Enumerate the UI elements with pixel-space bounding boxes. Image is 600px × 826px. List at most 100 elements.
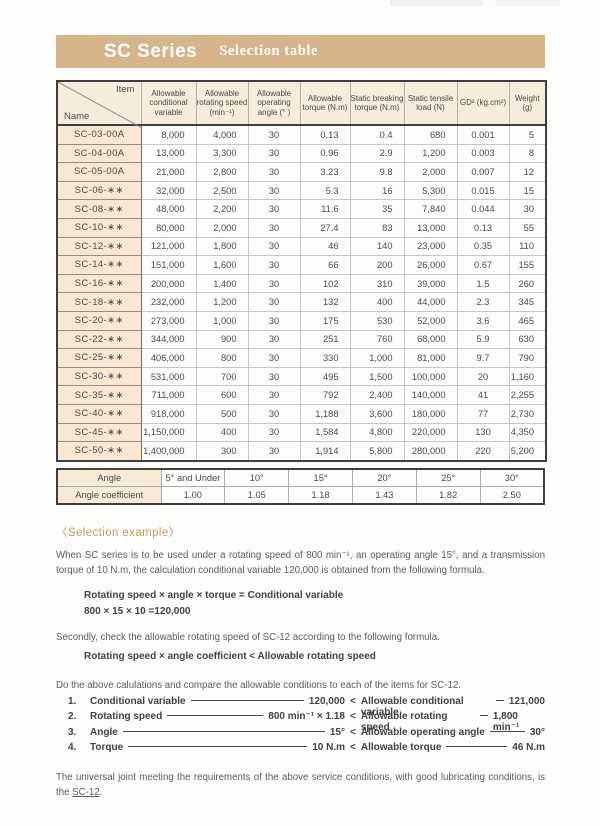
value-cell: 30	[508, 199, 547, 219]
comparison-left-value: 10 N.m	[312, 742, 345, 754]
value-cell: 530	[349, 310, 405, 331]
value-cell: 77	[456, 403, 510, 424]
value-cell: 140	[349, 236, 405, 257]
value-cell: 5.3	[299, 180, 351, 201]
value-cell: 55	[508, 217, 547, 238]
formula-block-2: Rotating speed × angle coefficient < All…	[84, 650, 376, 662]
value-cell: 66	[299, 255, 351, 275]
dash-leader	[122, 730, 325, 732]
value-cell: 9.7	[456, 348, 510, 368]
table-row: SC-22-∗∗ 344,000 900 30 251 760 68,000 5.9 630	[56, 329, 547, 350]
value-cell: 792	[299, 385, 351, 405]
value-cell: 20	[456, 366, 510, 387]
angle-cell: 30°	[479, 468, 545, 487]
comparison-operator: <	[350, 695, 356, 707]
angle-row: Angle 5° and Under 10° 15° 20° 25° 30°	[56, 468, 545, 487]
model-name-cell: SC-50-∗∗	[56, 441, 142, 462]
value-cell: 27.4	[299, 217, 351, 238]
value-cell: 220	[456, 441, 510, 462]
value-cell: 1,000	[349, 348, 405, 368]
value-cell: 46	[299, 236, 351, 257]
conclusion-text-after: .	[99, 786, 103, 798]
value-cell: 30	[247, 180, 301, 201]
comparison-left: Torque 10 N.m	[90, 742, 345, 753]
table-row: SC-10-∗∗ 80,000 2,000 30 27.4 83 13,000 0.13 55	[56, 217, 547, 238]
section-subtitle: Selection table	[219, 43, 319, 59]
value-cell: 220,000	[403, 422, 458, 443]
coefficient-row-label: Angle coefficient	[56, 485, 162, 505]
dash-leader	[489, 730, 525, 732]
comparison-number: 1.	[68, 695, 77, 707]
value-cell: 2,255	[508, 385, 547, 405]
value-cell: 30	[247, 255, 301, 275]
table-row: SC-16-∗∗ 200,000 1,400 30 102 310 39,000 1.5 260	[56, 273, 547, 294]
table-row: SC-25-∗∗ 406,000 800 30 330 1,000 81,000 9.7 790	[56, 348, 547, 368]
value-cell: 1,160	[508, 366, 547, 387]
value-cell: 81,000	[403, 348, 458, 368]
value-cell: 30	[247, 366, 301, 387]
model-name-cell: SC-35-∗∗	[56, 385, 142, 405]
value-cell: 1,200	[403, 143, 458, 164]
value-cell: 2,800	[195, 162, 249, 182]
value-cell: 0.67	[456, 255, 510, 275]
dash-leader	[495, 699, 504, 701]
comparison-left-label: Angle	[90, 726, 118, 738]
column-header: GD² (kg.cm²)	[456, 80, 510, 126]
comparison-list: 1. Conditional variable 120,000 < Allowable …	[68, 696, 545, 758]
dash-leader	[190, 699, 304, 701]
value-cell: 465	[508, 310, 547, 331]
value-cell: 30	[247, 385, 301, 405]
model-name-cell: SC-18-∗∗	[56, 292, 142, 312]
value-cell: 2,200	[195, 199, 249, 219]
value-cell: 30	[247, 348, 301, 368]
value-cell: 800	[195, 348, 249, 368]
value-cell: 1,500	[349, 366, 405, 387]
value-cell: 30	[247, 292, 301, 312]
model-name-cell: SC-20-∗∗	[56, 310, 142, 331]
model-name-cell: SC-12-∗∗	[56, 236, 142, 257]
value-cell: 0.007	[456, 162, 510, 182]
column-header: Allowable conditional variable	[140, 80, 197, 126]
comparison-operator: <	[350, 711, 356, 723]
value-cell: 0.003	[456, 143, 510, 164]
value-cell: 1,914	[299, 441, 351, 462]
secondly-paragraph: Secondly, check the allowable rotating s…	[56, 631, 440, 643]
angle-cell: 25°	[415, 468, 481, 487]
comparison-number: 3.	[68, 726, 77, 738]
value-cell: 300	[195, 441, 249, 462]
table-row: SC-35-∗∗ 711,000 600 30 792 2,400 140,000 41 2,2…	[56, 385, 547, 405]
value-cell: 26,000	[403, 255, 458, 275]
model-name-cell: SC-16-∗∗	[56, 273, 142, 294]
value-cell: 175	[299, 310, 351, 331]
value-cell: 21,000	[140, 162, 197, 182]
table-row: SC-03-00A 8,000 4,000 30 0.13 0.4 680 0.001 5	[56, 124, 547, 145]
value-cell: 5,200	[508, 441, 547, 462]
table-row: SC-04-00A 13,000 3,300 30 0.96 2.9 1,200 0.003 8	[56, 143, 547, 164]
value-cell: 130	[456, 422, 510, 443]
comparison-right-value: 121,000	[508, 695, 545, 707]
value-cell: 30	[247, 162, 301, 182]
selection-example-heading: 〈Selection example〉	[56, 526, 181, 539]
model-name-cell: SC-03-00A	[56, 124, 142, 145]
table-row: SC-12-∗∗ 121,000 1,800 30 46 140 23,000 0.35 110	[56, 236, 547, 257]
value-cell: 1,800	[195, 236, 249, 257]
value-cell: 1.5	[456, 273, 510, 294]
value-cell: 30	[247, 199, 301, 219]
value-cell: 2,500	[195, 180, 249, 201]
value-cell: 13,000	[140, 143, 197, 164]
table-row: SC-06-∗∗ 32,000 2,500 30 5.3 16 5,300 0.015 15	[56, 180, 547, 201]
value-cell: 0.015	[456, 180, 510, 201]
value-cell: 155	[508, 255, 547, 275]
model-name-cell: SC-06-∗∗	[56, 180, 142, 201]
coefficient-cell: 1.05	[224, 485, 290, 505]
value-cell: 8	[508, 143, 547, 164]
value-cell: 5,800	[349, 441, 405, 462]
comparison-right-label: Allowable operating angle	[360, 726, 485, 738]
corner-name-label: Name	[64, 110, 90, 122]
comparison-operator: <	[350, 742, 356, 754]
comparison-right: Allowable operating angle 30°	[361, 727, 545, 738]
angle-cell: 10°	[224, 468, 290, 487]
value-cell: 5,300	[403, 180, 458, 201]
value-cell: 30	[247, 143, 301, 164]
angle-coefficient-table: Angle 5° and Under 10° 15° 20° 25° 30° Angle …	[56, 467, 545, 505]
